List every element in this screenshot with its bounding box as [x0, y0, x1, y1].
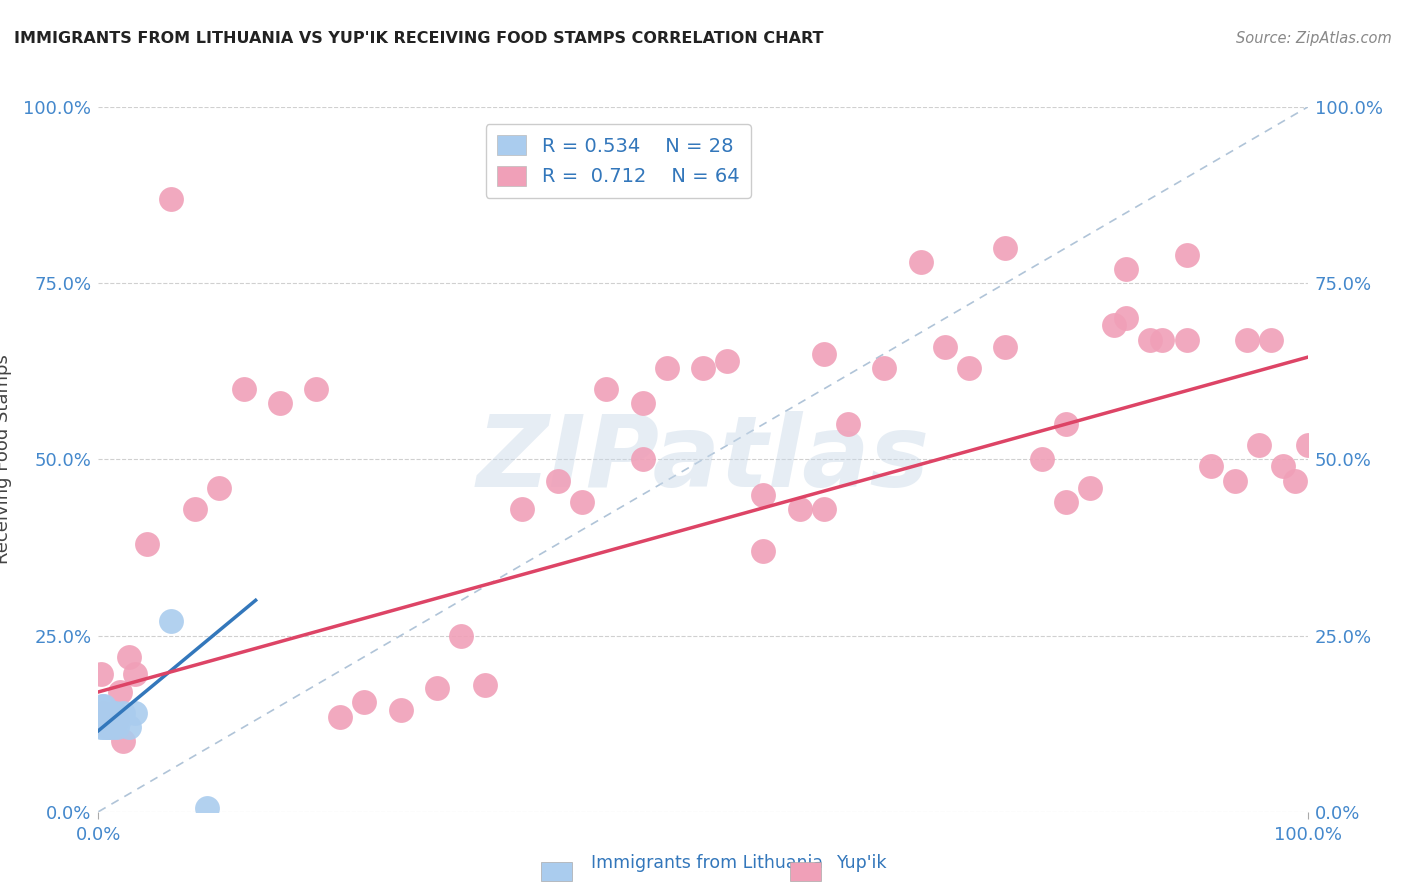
Point — [1284, 474, 1306, 488]
Point — [1260, 333, 1282, 347]
Point — [716, 353, 738, 368]
Y-axis label: Receiving Food Stamps: Receiving Food Stamps — [0, 354, 13, 565]
Point — [1152, 333, 1174, 347]
Point — [353, 696, 375, 710]
Text: Yup'ik: Yup'ik — [837, 855, 887, 872]
Point — [91, 706, 114, 720]
Point — [1236, 333, 1258, 347]
Point — [98, 720, 121, 734]
Point — [105, 713, 128, 727]
Point — [269, 396, 291, 410]
Point — [1223, 474, 1246, 488]
Point — [90, 706, 112, 720]
Point — [837, 417, 859, 431]
Legend: R = 0.534    N = 28, R =  0.712    N = 64: R = 0.534 N = 28, R = 0.712 N = 64 — [485, 124, 751, 198]
Point — [547, 474, 569, 488]
Point — [1054, 417, 1077, 431]
Point — [1115, 311, 1137, 326]
Point — [91, 699, 114, 714]
Text: Source: ZipAtlas.com: Source: ZipAtlas.com — [1236, 31, 1392, 46]
Point — [813, 501, 835, 516]
Point — [160, 615, 183, 629]
Point — [96, 713, 118, 727]
Point — [1175, 333, 1198, 347]
Point — [1102, 318, 1125, 333]
Point — [389, 702, 412, 716]
Point — [100, 706, 122, 720]
Point — [90, 720, 112, 734]
Point — [957, 360, 980, 375]
Point — [111, 734, 134, 748]
Point — [90, 667, 112, 681]
Point — [1272, 459, 1295, 474]
Point — [101, 706, 124, 720]
Point — [94, 706, 117, 720]
Point — [994, 340, 1017, 354]
Point — [1175, 248, 1198, 262]
Point — [595, 382, 617, 396]
Point — [94, 720, 117, 734]
Point — [510, 501, 533, 516]
Point — [994, 241, 1017, 255]
Point — [100, 709, 122, 723]
Point — [789, 501, 811, 516]
Point — [1139, 333, 1161, 347]
Point — [450, 628, 472, 642]
Point — [124, 706, 146, 720]
Point — [124, 667, 146, 681]
Point — [1031, 452, 1053, 467]
Point — [89, 713, 111, 727]
Point — [571, 494, 593, 508]
Point — [97, 713, 120, 727]
Point — [1115, 262, 1137, 277]
Point — [108, 685, 131, 699]
Point — [103, 713, 125, 727]
Point — [1054, 494, 1077, 508]
Point — [93, 713, 115, 727]
Point — [91, 713, 114, 727]
Point — [631, 452, 654, 467]
Text: Immigrants from Lithuania: Immigrants from Lithuania — [591, 855, 823, 872]
Point — [934, 340, 956, 354]
Point — [752, 544, 775, 558]
Point — [474, 678, 496, 692]
Point — [105, 720, 128, 734]
Point — [93, 699, 115, 714]
Point — [1249, 438, 1271, 452]
Point — [160, 192, 183, 206]
Point — [94, 713, 117, 727]
Point — [97, 720, 120, 734]
Text: IMMIGRANTS FROM LITHUANIA VS YUP'IK RECEIVING FOOD STAMPS CORRELATION CHART: IMMIGRANTS FROM LITHUANIA VS YUP'IK RECE… — [14, 31, 824, 46]
Point — [1296, 438, 1319, 452]
Point — [135, 537, 157, 551]
Point — [195, 801, 218, 815]
Point — [97, 706, 120, 720]
Point — [873, 360, 896, 375]
Point — [752, 487, 775, 501]
Point — [1078, 481, 1101, 495]
Point — [655, 360, 678, 375]
Point — [101, 720, 124, 734]
Point — [305, 382, 328, 396]
Point — [232, 382, 254, 396]
Point — [426, 681, 449, 696]
Text: ZIPatlas: ZIPatlas — [477, 411, 929, 508]
Point — [118, 649, 141, 664]
Point — [692, 360, 714, 375]
Point — [96, 720, 118, 734]
Point — [104, 706, 127, 720]
Point — [108, 713, 131, 727]
Point — [1199, 459, 1222, 474]
Point — [910, 255, 932, 269]
Point — [91, 720, 114, 734]
Point — [184, 501, 207, 516]
Point — [631, 396, 654, 410]
Point — [813, 346, 835, 360]
Point — [100, 713, 122, 727]
Point — [208, 481, 231, 495]
Point — [111, 706, 134, 720]
Point — [329, 709, 352, 723]
Point — [118, 720, 141, 734]
Point — [91, 706, 114, 720]
